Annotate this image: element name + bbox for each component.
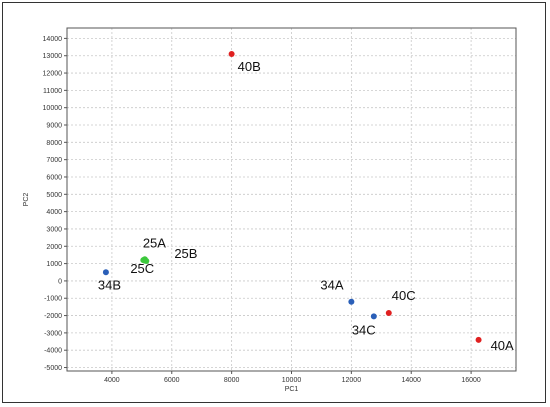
- data-point-34c: [370, 313, 377, 320]
- y-tick-label: -2000: [44, 313, 62, 320]
- y-tick-label: 0: [58, 278, 62, 285]
- x-axis-title: PC1: [285, 386, 299, 393]
- chart-frame: [2, 2, 546, 403]
- data-point-40a: [475, 336, 482, 343]
- x-tick-label: 14000: [401, 377, 421, 384]
- point-label-40a: 40A: [491, 338, 514, 353]
- point-label-40c: 40C: [392, 288, 416, 303]
- point-label-34c: 34C: [352, 322, 376, 337]
- y-tick-label: 5000: [46, 192, 62, 199]
- y-tick-label: -1000: [44, 296, 62, 303]
- y-tick-label: 11000: [43, 88, 62, 95]
- y-tick-label: 13000: [43, 53, 63, 60]
- y-tick-label: 3000: [46, 226, 62, 233]
- y-tick-label: 8000: [46, 140, 62, 147]
- y-tick-label: -4000: [44, 348, 62, 355]
- x-tick-label: 6000: [164, 377, 180, 384]
- point-labels: 40B 25A 25B 25C 34B 34A 34C 40C 40A: [98, 59, 514, 353]
- y-axis-title: PC2: [23, 193, 30, 207]
- y-tick-label: 12000: [43, 71, 63, 78]
- data-points: [102, 50, 482, 343]
- point-label-25b: 25B: [174, 246, 197, 261]
- data-point-34a: [348, 298, 355, 305]
- y-tick-label: 14000: [43, 36, 63, 43]
- y-tick-label: 2000: [46, 244, 62, 251]
- y-tick-label: 9000: [46, 123, 62, 130]
- y-tick-label: 10000: [43, 105, 63, 112]
- y-tick-label: 6000: [46, 174, 62, 181]
- point-label-40b: 40B: [238, 59, 261, 74]
- point-label-34b: 34B: [98, 277, 121, 292]
- y-tick-label: 4000: [46, 209, 62, 216]
- x-tick-label: 4000: [104, 377, 120, 384]
- x-tick-label: 12000: [342, 377, 362, 384]
- plot-area: [66, 27, 517, 372]
- y-tick-label: 1000: [46, 261, 62, 268]
- axis-ticks: 4000 6000 8000 10000 12000 14000 16000-5000-40…: [43, 36, 481, 384]
- y-tick-label: -5000: [44, 365, 62, 372]
- x-tick-label: 8000: [224, 377, 240, 384]
- y-tick-label: 7000: [46, 157, 62, 164]
- y-tick-label: -3000: [44, 330, 62, 337]
- grid: [67, 28, 516, 371]
- data-point-34b: [102, 269, 109, 276]
- point-label-34a: 34A: [320, 278, 343, 293]
- x-tick-label: 10000: [282, 377, 302, 384]
- data-point-40b: [228, 50, 235, 57]
- data-point-40c: [385, 309, 392, 316]
- data-point-25c: [140, 257, 147, 264]
- x-tick-label: 16000: [461, 377, 481, 384]
- point-label-25a: 25A: [143, 235, 166, 250]
- point-label-25c: 25C: [130, 261, 154, 276]
